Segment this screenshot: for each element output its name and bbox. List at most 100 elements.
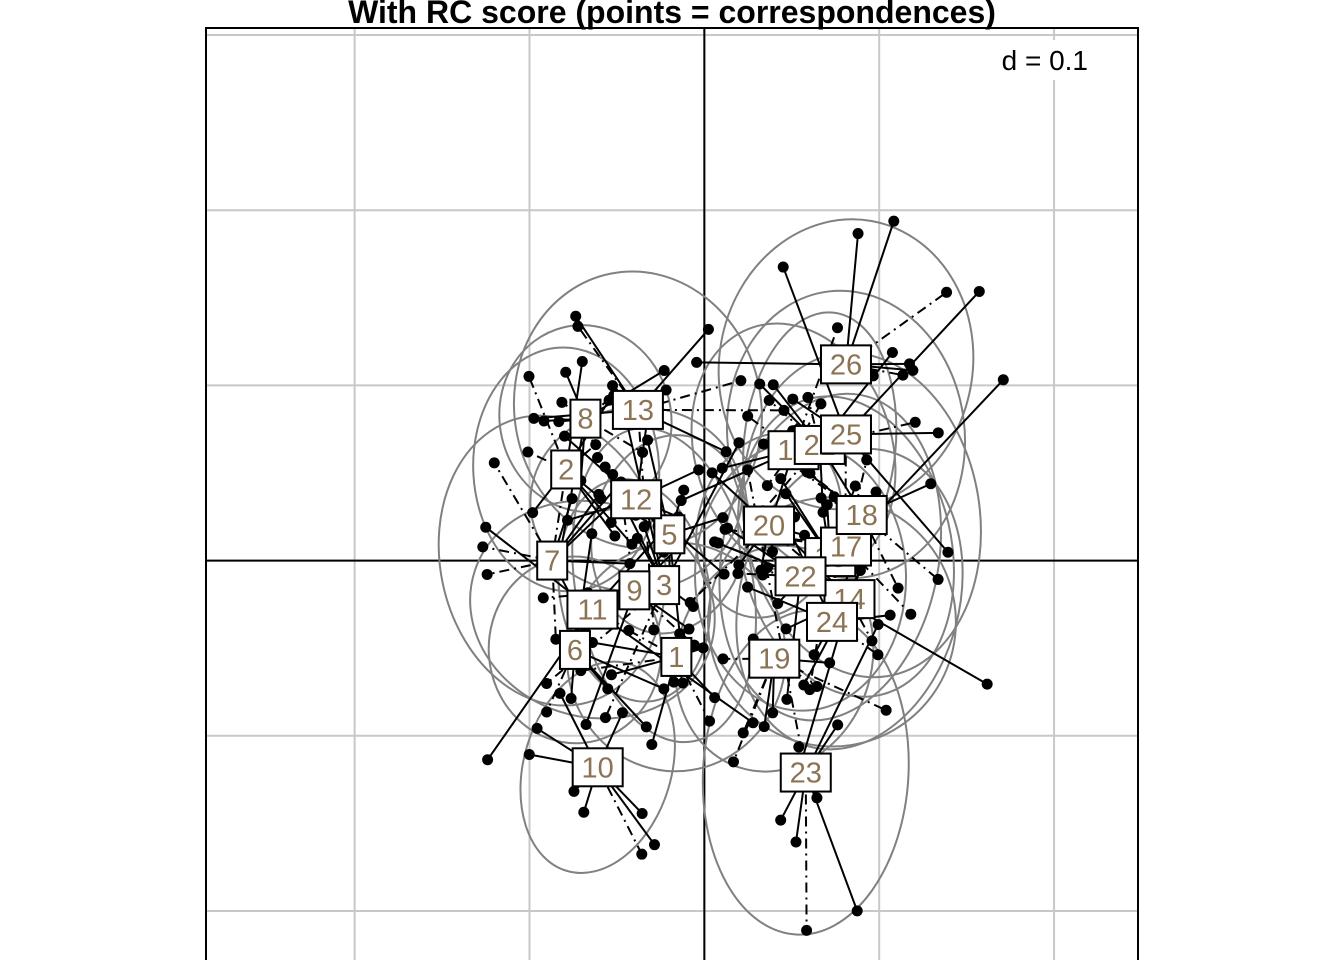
data-layer: 1235678910111213141516171819202122232425… — [437, 215, 1009, 936]
point-21 — [802, 391, 814, 403]
point-11 — [480, 521, 492, 533]
point-22 — [732, 568, 744, 580]
group-label-box-25 — [819, 414, 872, 455]
point-10 — [636, 807, 648, 819]
point-6 — [586, 528, 598, 540]
point-7 — [481, 568, 493, 580]
point-9 — [537, 592, 549, 604]
point-17 — [861, 454, 873, 466]
spoke-22 — [737, 572, 801, 578]
point-2 — [576, 355, 588, 367]
grid-label: d = 0.1 — [1002, 45, 1088, 76]
point-23 — [801, 924, 813, 936]
group-label-box-2 — [550, 449, 583, 490]
point-5 — [678, 484, 690, 496]
point-10 — [523, 748, 535, 760]
point-8 — [637, 446, 649, 458]
group-label-17: 17 — [830, 532, 862, 564]
point-3 — [638, 521, 650, 533]
point-24 — [854, 565, 866, 577]
point-3 — [541, 677, 553, 689]
spoke-26 — [845, 291, 948, 366]
point-13 — [570, 310, 582, 322]
point-26 — [897, 369, 909, 381]
point-12 — [561, 514, 573, 526]
point-1 — [697, 642, 709, 654]
point-13 — [528, 412, 540, 424]
point-19 — [767, 707, 779, 719]
point-5 — [642, 434, 654, 446]
point-23 — [872, 618, 884, 630]
point-11 — [747, 717, 759, 729]
group-label-box-18 — [835, 495, 888, 536]
point-15 — [775, 473, 787, 485]
point-16 — [815, 398, 827, 410]
group-label-box-7 — [536, 540, 569, 581]
point-12 — [605, 516, 617, 528]
spoke-9 — [585, 590, 636, 725]
point-16 — [675, 495, 687, 507]
point-11 — [541, 706, 553, 718]
spoke-16 — [793, 421, 916, 452]
group-label-box-20 — [743, 505, 796, 546]
point-12 — [693, 464, 705, 476]
group-label-13: 13 — [622, 395, 654, 427]
point-6 — [640, 721, 652, 733]
point-1 — [623, 624, 635, 636]
group-label-18: 18 — [846, 500, 878, 532]
point-26 — [888, 215, 900, 227]
point-16 — [832, 322, 844, 334]
point-19 — [737, 727, 749, 739]
point-25 — [942, 546, 954, 558]
group-label-20: 20 — [753, 511, 785, 543]
point-21 — [886, 346, 898, 358]
group-label-3: 3 — [656, 570, 672, 602]
point-2 — [523, 370, 535, 382]
point-8 — [556, 396, 568, 408]
point-21 — [817, 506, 829, 518]
point-22 — [781, 693, 793, 705]
group-label-2: 2 — [558, 454, 574, 486]
spoke-23 — [804, 772, 859, 912]
point-7 — [624, 558, 636, 570]
spoke-11 — [545, 609, 594, 713]
point-8 — [658, 364, 670, 376]
point-6 — [565, 692, 577, 704]
spoke-25 — [844, 434, 847, 510]
point-13 — [778, 404, 790, 416]
group-label-box-24 — [805, 601, 858, 642]
group-label-box-5 — [653, 514, 686, 555]
point-6 — [602, 683, 614, 695]
point-7 — [566, 493, 578, 505]
point-8 — [538, 415, 550, 427]
point-19 — [727, 756, 739, 768]
point-15 — [849, 480, 861, 492]
spoke-21 — [762, 444, 821, 512]
group-label-11: 11 — [577, 595, 607, 627]
spoke-20 — [689, 524, 770, 604]
point-18 — [757, 438, 769, 450]
point-3 — [733, 437, 745, 449]
point-19 — [758, 721, 770, 733]
point-24 — [884, 609, 896, 621]
point-5 — [674, 628, 686, 640]
point-14 — [780, 623, 792, 635]
point-24 — [870, 486, 882, 498]
point-2 — [590, 439, 602, 451]
point-18 — [772, 597, 784, 609]
group-label-12: 12 — [620, 484, 652, 516]
point-12 — [559, 430, 571, 442]
point-8 — [560, 366, 572, 378]
spoke-18 — [860, 514, 899, 589]
spoke-3 — [604, 584, 666, 719]
group-label-box-10 — [571, 747, 624, 788]
chart-title: With RC score (points = correspondences) — [348, 0, 996, 30]
point-1 — [646, 738, 658, 750]
group-label-19: 19 — [758, 644, 790, 676]
point-24 — [742, 581, 754, 593]
point-1 — [704, 715, 716, 727]
point-19 — [717, 653, 729, 665]
group-label-6: 6 — [567, 635, 583, 667]
point-3 — [599, 712, 611, 724]
